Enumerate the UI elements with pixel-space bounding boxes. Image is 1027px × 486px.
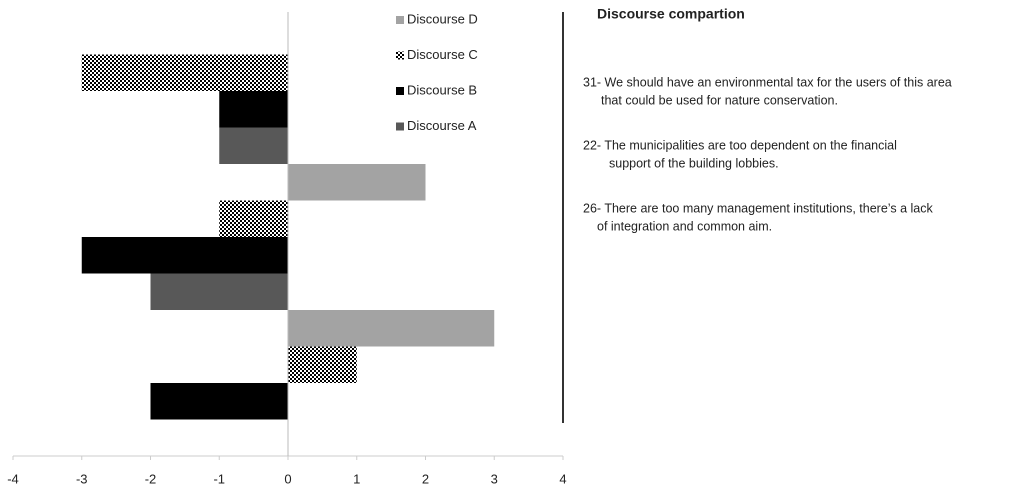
x-tick-label: 3 xyxy=(491,471,498,486)
statement-line: of integration and common aim. xyxy=(597,219,772,233)
bar xyxy=(288,346,357,383)
bar xyxy=(150,273,288,310)
bar xyxy=(219,127,288,164)
legend-label: Discourse C xyxy=(407,47,478,62)
statement-line: support of the building lobbies. xyxy=(609,156,779,170)
bar xyxy=(219,200,288,237)
x-tick-label: 2 xyxy=(422,471,429,486)
x-tick-label: -3 xyxy=(76,471,88,486)
statement-line: 31- We should have an environmental tax … xyxy=(583,75,952,89)
legend-swatch xyxy=(396,87,404,95)
x-tick-label: 4 xyxy=(559,471,566,486)
legend-swatch xyxy=(396,16,404,24)
bar xyxy=(150,383,288,420)
panel-title: Discourse compartion xyxy=(597,6,745,22)
x-tick-label: -1 xyxy=(213,471,225,486)
x-tick-label: 1 xyxy=(353,471,360,486)
bar xyxy=(288,164,426,201)
bar xyxy=(81,54,288,91)
legend-label: Discourse D xyxy=(407,11,478,26)
legend-swatch xyxy=(396,122,404,131)
legend-label: Discourse A xyxy=(407,118,477,133)
x-tick-label: -2 xyxy=(145,471,157,486)
statement-line: 22- The municipalities are too dependent… xyxy=(583,138,897,152)
statement-line: 26- There are too many management instit… xyxy=(583,201,933,215)
bar xyxy=(288,310,495,347)
bar xyxy=(219,91,288,128)
x-tick-label: 0 xyxy=(284,471,291,486)
bar xyxy=(81,237,288,274)
x-tick-label: -4 xyxy=(7,471,19,486)
legend-label: Discourse B xyxy=(407,82,477,97)
legend-swatch xyxy=(396,51,404,60)
statement-line: that could be used for nature conservati… xyxy=(601,93,838,107)
